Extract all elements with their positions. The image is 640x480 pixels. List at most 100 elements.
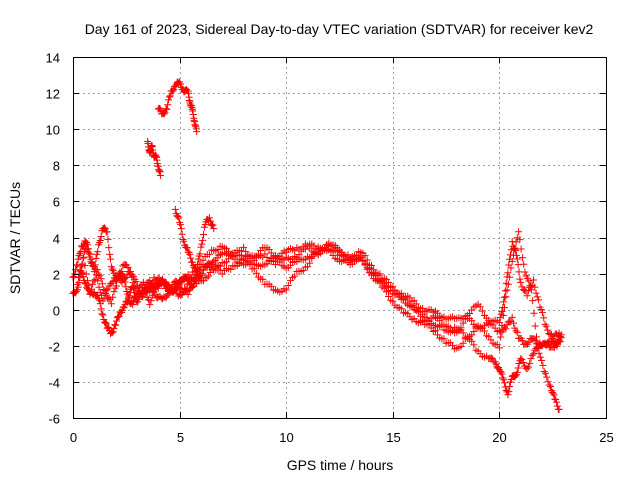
data-point: [534, 343, 542, 351]
data-point: [96, 272, 104, 280]
y-tick-label: 0: [53, 304, 60, 319]
data-point: [77, 267, 85, 275]
data-point: [248, 252, 256, 260]
data-point: [553, 398, 561, 406]
data-point: [100, 285, 108, 293]
data-point: [496, 313, 504, 321]
data-point: [499, 374, 507, 382]
data-point: [199, 277, 207, 285]
data-point: [124, 263, 132, 271]
data-point: [470, 341, 478, 349]
data-point: [532, 333, 540, 341]
data-point: [361, 252, 369, 260]
data-point: [327, 248, 335, 256]
data-point: [517, 355, 525, 363]
data-point: [164, 101, 172, 109]
data-point: [118, 279, 126, 287]
data-point: [500, 298, 508, 306]
data-point: [92, 255, 100, 263]
data-point: [517, 278, 525, 286]
x-axis-label: GPS time / hours: [287, 457, 394, 473]
x-tick-label: 5: [177, 430, 184, 445]
data-point: [97, 232, 105, 240]
data-point: [106, 250, 114, 258]
data-point: [529, 297, 537, 305]
y-tick-label: 12: [46, 87, 60, 102]
data-point: [512, 327, 520, 335]
data-point: [544, 326, 552, 334]
data-point: [108, 265, 116, 273]
data-point: [109, 328, 117, 336]
data-point: [162, 280, 170, 288]
data-point: [549, 389, 557, 397]
data-point: [544, 378, 552, 386]
data-point: [282, 286, 290, 294]
data-point: [109, 293, 117, 301]
data-point: [127, 268, 135, 276]
data-point: [500, 376, 508, 384]
data-point: [555, 405, 563, 413]
data-point: [508, 313, 516, 321]
data-point: [147, 280, 155, 288]
data-point: [146, 301, 154, 309]
data-point: [116, 272, 124, 280]
data-point: [517, 245, 525, 253]
data-point: [227, 265, 235, 273]
data-point: [108, 329, 116, 337]
data-point: [101, 319, 109, 327]
data-point: [171, 82, 179, 90]
data-point: [504, 269, 512, 277]
data-point: [532, 289, 540, 297]
data-point: [520, 260, 528, 268]
data-point: [156, 171, 164, 179]
x-tick-label: 20: [492, 430, 506, 445]
data-point: [183, 244, 191, 252]
y-tick-label: 14: [46, 51, 60, 66]
data-point: [498, 370, 506, 378]
y-tick-label: 8: [53, 159, 60, 174]
y-tick-label: 4: [53, 232, 60, 247]
data-point: [101, 224, 109, 232]
data-point: [555, 329, 563, 337]
data-point: [205, 214, 213, 222]
data-point: [97, 305, 105, 313]
data-point: [295, 251, 303, 259]
data-point: [179, 236, 187, 244]
x-tick-label: 15: [386, 430, 400, 445]
data-point: [503, 286, 511, 294]
data-point: [73, 280, 81, 288]
data-point: [118, 268, 126, 276]
data-point: [88, 258, 96, 266]
data-point: [120, 304, 128, 312]
data-point: [102, 319, 110, 327]
data-point: [130, 297, 138, 305]
data-point: [524, 287, 532, 295]
data-point: [523, 365, 531, 373]
data-point: [408, 302, 416, 310]
data-point: [129, 279, 137, 287]
data-point: [186, 274, 194, 282]
data-point: [209, 221, 217, 229]
data-point: [165, 96, 173, 104]
data-point: [147, 297, 155, 305]
data-point: [107, 255, 115, 263]
data-point: [229, 252, 237, 260]
data-point: [184, 290, 192, 298]
data-point: [210, 266, 218, 274]
data-point: [113, 314, 121, 322]
data-point: [513, 255, 521, 263]
data-point: [170, 86, 178, 94]
data-point: [129, 301, 137, 309]
data-point: [97, 275, 105, 283]
data-point: [537, 305, 545, 313]
data-point: [104, 235, 112, 243]
data-point: [211, 263, 219, 271]
data-point: [459, 339, 467, 347]
data-point: [199, 256, 207, 264]
data-point: [176, 80, 184, 88]
data-point: [527, 355, 535, 363]
data-point: [161, 279, 169, 287]
data-point: [365, 264, 373, 272]
data-point: [205, 272, 213, 280]
data-point: [187, 254, 195, 262]
